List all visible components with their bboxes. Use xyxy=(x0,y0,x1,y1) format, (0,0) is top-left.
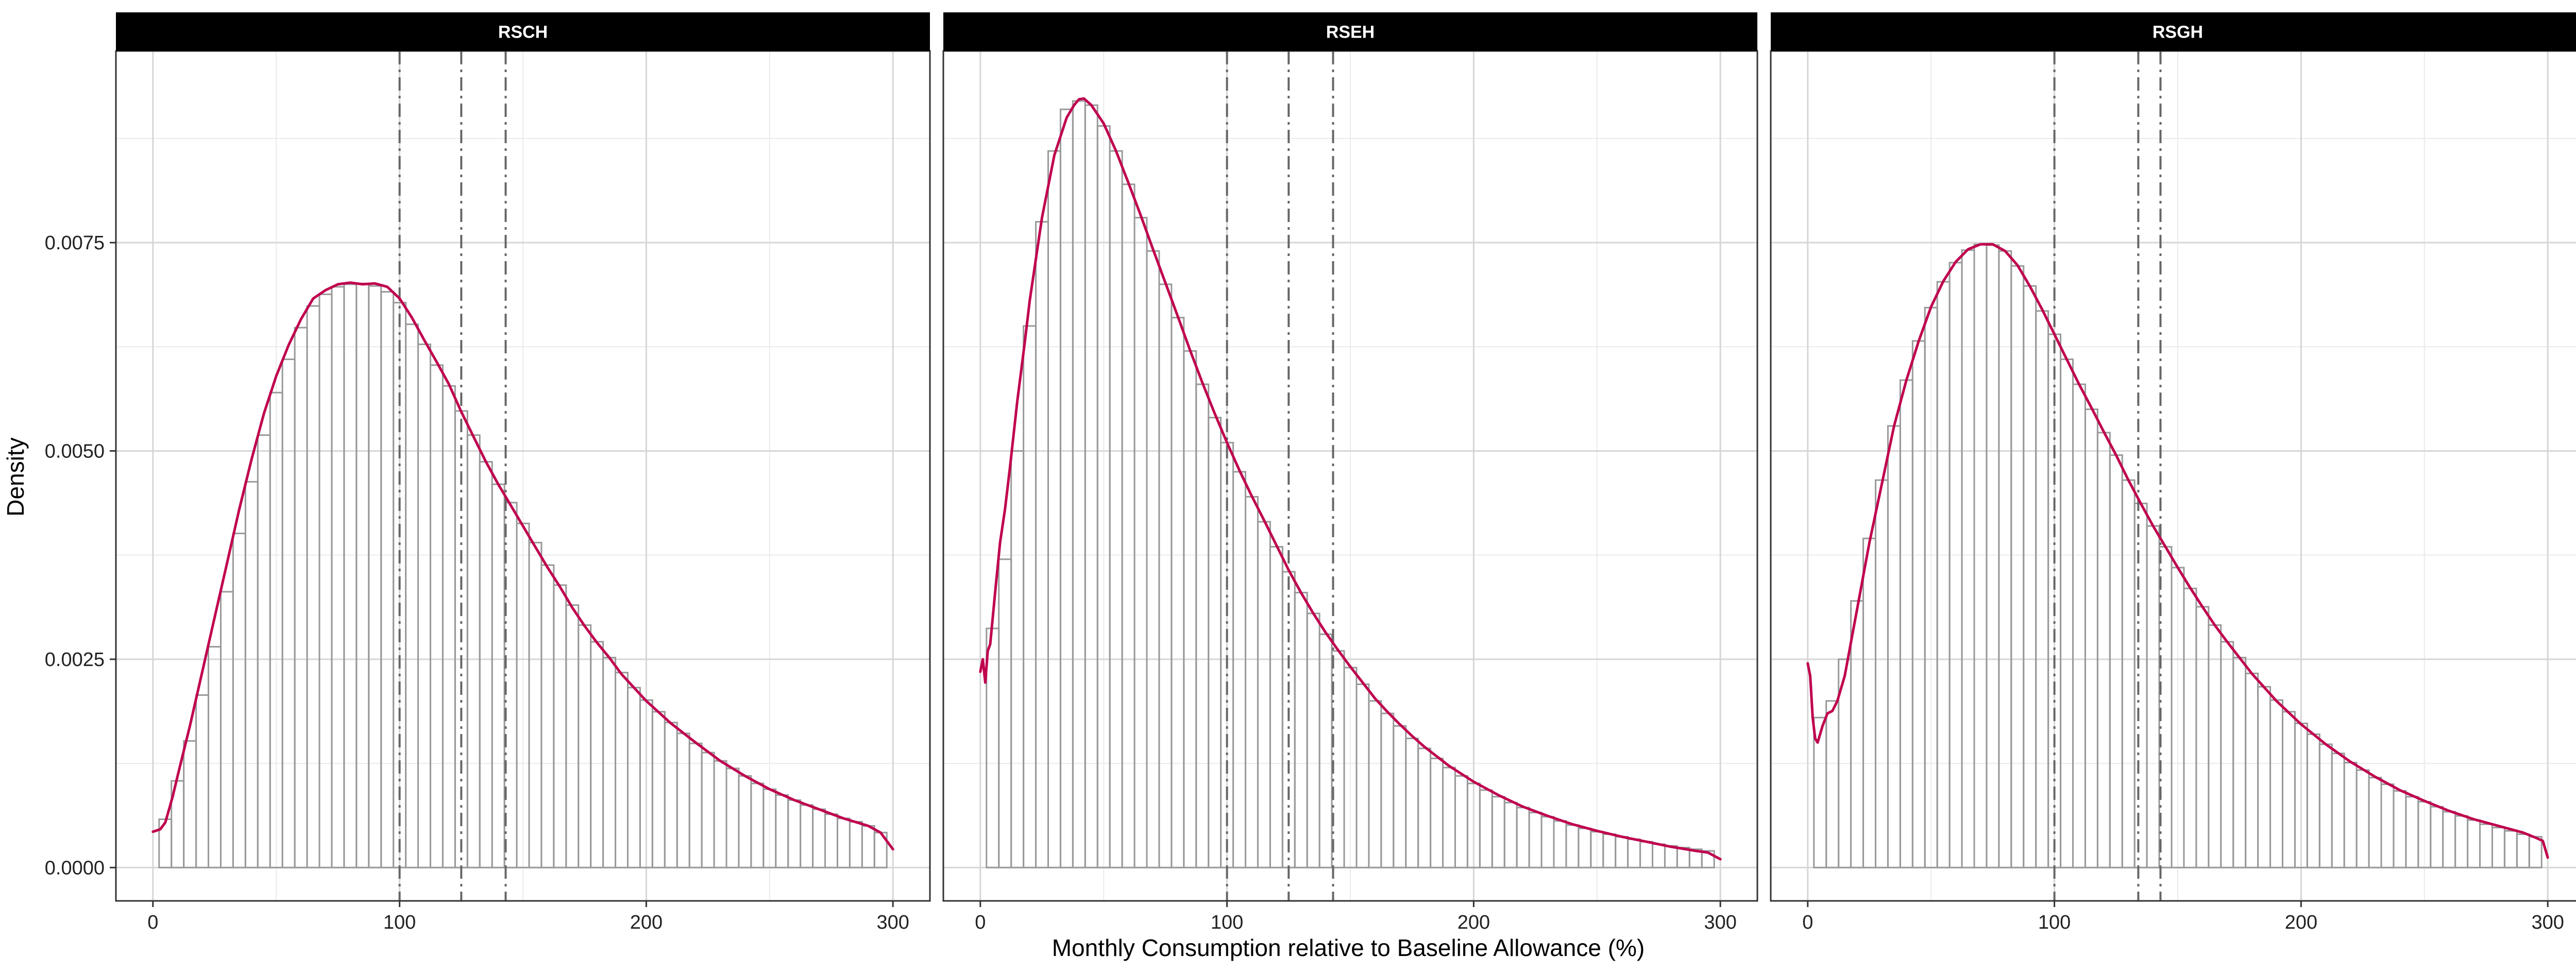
density-curve xyxy=(151,281,894,851)
facet-panel-rsch: RSCH 0 100 200 300 xyxy=(115,12,931,933)
x-tick-label: 100 xyxy=(383,912,416,933)
panel-background xyxy=(1771,51,2576,901)
x-tick-label: 300 xyxy=(876,912,909,933)
facet-panel-rsgh: RSGH 0 100 200 300 xyxy=(1770,12,2576,933)
x-tick-label: 0 xyxy=(975,912,986,933)
y-axis: 0.0000 0.0025 0.0050 0.0075 xyxy=(45,232,116,879)
facet-strip-label: RSEH xyxy=(1326,23,1375,42)
x-tick-label: 0 xyxy=(1802,912,1813,933)
x-tick-label: 0 xyxy=(147,912,158,933)
histogram-bars xyxy=(158,282,888,868)
y-axis-title: Density xyxy=(2,437,29,516)
histogram-bars xyxy=(1813,243,2543,868)
facet-strip-label: RSCH xyxy=(498,23,548,42)
facet-strip xyxy=(116,12,930,51)
facet-strip xyxy=(1771,12,2576,51)
y-tick-label: 0.0000 xyxy=(45,857,105,879)
x-tick-label: 200 xyxy=(1458,912,1490,933)
x-tick-label: 300 xyxy=(1704,912,1736,933)
facet-strip-label: RSGH xyxy=(2153,23,2203,42)
facet-panel-rseh: RSEH 0 100 200 300 xyxy=(942,12,1758,933)
x-tick-label: 100 xyxy=(1211,912,1243,933)
density-curve xyxy=(979,97,1722,861)
x-tick-label: 200 xyxy=(2285,912,2317,933)
y-tick-label: 0.0050 xyxy=(45,440,105,462)
x-axis-title: Monthly Consumption relative to Baseline… xyxy=(1052,934,1645,961)
facet-strip xyxy=(943,12,1757,51)
x-tick-label: 200 xyxy=(630,912,663,933)
y-tick-label: 0.0075 xyxy=(45,232,105,254)
histogram-bar xyxy=(1701,850,1715,868)
density-curve xyxy=(1806,243,2549,859)
facet-panels: RSCH 0 100 200 300 RSEH 0 100 200 300 RSGH 0 100 200 3… xyxy=(115,12,2576,933)
x-tick-label: 300 xyxy=(2531,912,2564,933)
y-tick-label: 0.0025 xyxy=(45,649,105,671)
x-tick-label: 100 xyxy=(2038,912,2071,933)
